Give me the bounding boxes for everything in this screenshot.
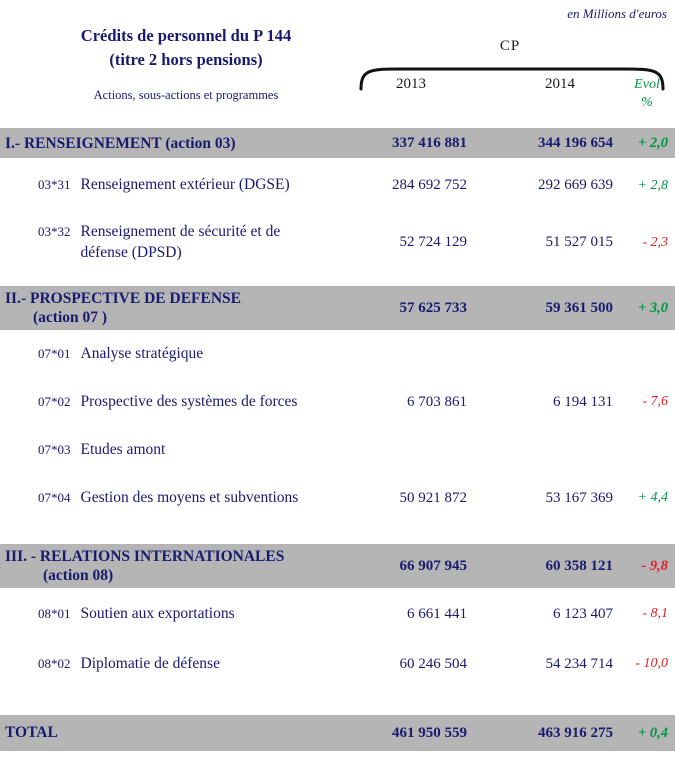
value-2014 [470,426,616,474]
section-row-relations: III. - RELATIONS INTERNATIONALES (action… [0,544,675,588]
value-2013: 461 950 559 [392,724,467,741]
table-row-07-01: 07*01 Analyse stratégique [0,330,675,378]
value-2014 [470,330,616,378]
value-2013: 50 921 872 [399,489,468,506]
value-2014: 53 167 369 [545,489,614,506]
table-row-03-31: 03*31 Renseignement extérieur (DGSE) 284… [0,158,675,213]
value-2013: 60 246 504 [399,655,468,672]
row-code: 07*03 [38,441,71,457]
value-2014: 292 669 639 [538,177,613,193]
value-2014: 60 358 121 [545,557,614,574]
column-header-2014: 2014 [545,76,575,92]
table-row-03-32: 03*32 Renseignement de sécurité et de dé… [0,213,675,272]
section-label-line2: (action 08) [43,567,114,584]
evol-value: - 7,6 [642,394,668,409]
value-2013: 6 703 861 [407,393,467,410]
evol-percent-label: % [641,95,653,110]
evol-value [616,426,675,474]
row-label: Analyse stratégique [80,344,204,362]
evol-value: + 2,0 [637,134,668,151]
value-2014: 6 194 131 [553,393,613,410]
spacer [0,272,675,286]
row-label: Renseignement de sécurité et de défense … [80,222,281,261]
cp-column-group-label: CP [499,38,521,54]
column-header-2013: 2013 [396,76,426,92]
units-note: en Millions d'euros [567,6,667,21]
section-label-line2: (action 07 ) [33,309,108,326]
row-code: 07*04 [38,489,71,505]
value-2013: 284 692 752 [392,177,467,193]
row-label: Gestion des moyens et subventions [80,488,299,506]
row-code: 07*01 [38,345,71,361]
row-label: Soutien aux exportations [80,604,235,622]
left-column-header: Actions, sous-actions et programmes [93,88,279,102]
value-2013: 6 661 441 [407,605,467,622]
value-2013: 52 724 129 [399,234,468,250]
evol-value: + 0,4 [637,724,668,741]
row-code: 08*02 [38,655,71,671]
evol-value: + 2,8 [637,177,668,193]
page-title-line1: Crédits de personnel du P 144 [80,26,292,45]
value-2013 [352,330,470,378]
evol-value [616,330,675,378]
row-label: Renseignement extérieur (DGSE) [80,176,290,194]
row-code: 08*01 [38,605,71,621]
row-code: 03*32 [38,223,71,239]
value-2014: 59 361 500 [545,299,614,316]
row-label: Prospective des systèmes de forces [80,392,298,410]
row-code: 07*02 [38,393,71,409]
evol-value: - 2,3 [642,234,668,250]
evol-label: Evol [634,77,660,92]
section-label: II.- PROSPECTIVE DE DEFENSE [5,290,241,307]
evol-value: - 9,8 [641,557,668,574]
spacer [0,688,675,715]
page-title: Crédits de personnel du P 144 (titre 2 h… [18,24,354,72]
table-row-08-02: 08*02 Diplomatie de défense 60 246 504 5… [0,640,675,688]
evol-value: - 10,0 [635,656,668,671]
value-2013 [352,426,470,474]
evol-value: - 8,1 [642,606,668,621]
table-row-07-04: 07*04 Gestion des moyens et subventions … [0,474,675,522]
brace-icon [359,67,665,91]
section-label: III. - RELATIONS INTERNATIONALES [5,548,285,565]
value-2013: 57 625 733 [399,299,468,316]
table-row-07-03: 07*03 Etudes amont [0,426,675,474]
row-label: Etudes amont [80,440,166,458]
row-code: 03*31 [38,177,71,193]
value-2014: 6 123 407 [553,605,613,622]
budget-table: I.- RENSEIGNEMENT (action 03) 337 416 88… [0,128,675,751]
column-header-evol: Evol % [623,76,671,112]
value-2014: 54 234 714 [545,655,614,672]
table-row-07-02: 07*02 Prospective des systèmes de forces… [0,378,675,426]
spacer [0,522,675,544]
value-2014: 51 527 015 [545,234,614,250]
value-2014: 463 916 275 [538,724,613,741]
total-row: TOTAL 461 950 559 463 916 275 + 0,4 [0,715,675,751]
value-2014: 344 196 654 [538,134,613,151]
section-row-renseignement: I.- RENSEIGNEMENT (action 03) 337 416 88… [0,128,675,158]
value-2013: 66 907 945 [399,557,468,574]
table-row-08-01: 08*01 Soutien aux exportations 6 661 441… [0,588,675,640]
row-label: Diplomatie de défense [80,654,220,672]
evol-value: + 3,0 [637,299,668,316]
section-label: I.- RENSEIGNEMENT (action 03) [5,134,236,152]
total-label: TOTAL [5,724,58,741]
page-title-line2: (titre 2 hors pensions) [109,50,263,69]
section-row-prospective: II.- PROSPECTIVE DE DEFENSE (action 07 )… [0,286,675,330]
value-2013: 337 416 881 [392,134,467,151]
evol-value: + 4,4 [637,490,668,505]
